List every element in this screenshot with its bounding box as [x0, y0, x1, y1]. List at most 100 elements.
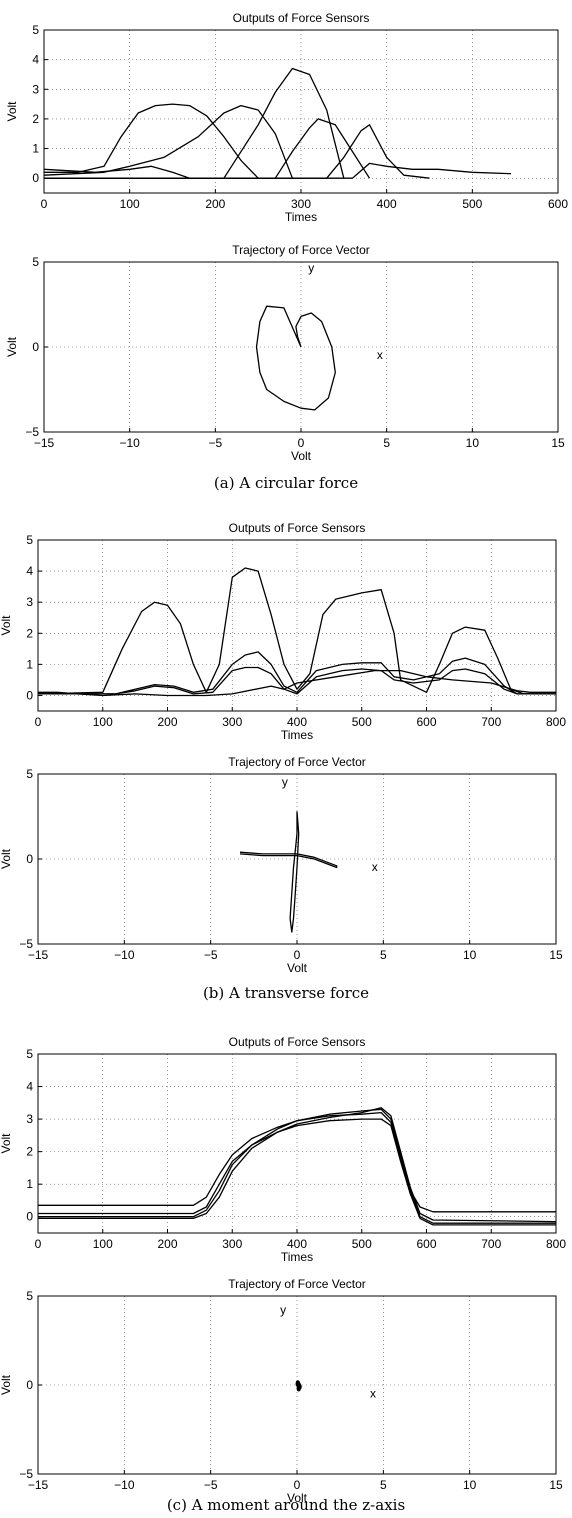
x-tick-label: −15: [34, 436, 55, 450]
series-line-4: [44, 118, 371, 179]
y-tick-label: 5: [32, 255, 39, 269]
y-axis-label: Volt: [0, 848, 13, 869]
x-tick-label: 15: [549, 1478, 563, 1492]
chart-panel-1: 0 100 200 300 400 500 600 0 1 2 3 4 5 Outputs of Forc…: [5, 11, 568, 224]
x-tick-label: 600: [416, 1237, 436, 1251]
chart-panel-5: 0 100 200 300 400 500 600 700 800 0 1 2 3 4 5 Outputs o…: [0, 1035, 566, 1264]
x-tick-label: −15: [28, 1478, 49, 1492]
x-tick-label: 0: [294, 1478, 301, 1492]
y-tick-label: 1: [26, 657, 33, 671]
x-tick-label: 400: [287, 1237, 307, 1251]
x-tick-label: 500: [352, 1237, 372, 1251]
x-tick-label: 300: [222, 715, 242, 729]
x-tick-label: 15: [551, 436, 565, 450]
chart-panel-6: −15 −10 −5 0 5 10 15 −5 0 5 Trajectory of Force Ve…: [0, 1277, 563, 1505]
x-tick-label: 0: [298, 436, 305, 450]
chart-title: Outputs of Force Sensors: [229, 521, 366, 535]
x-tick-label: 700: [481, 715, 501, 729]
x-tick-label: 5: [380, 948, 387, 962]
series-line-3: [43, 67, 345, 179]
y-tick-label: 5: [26, 1289, 33, 1303]
chart-title: Trajectory of Force Vector: [232, 243, 370, 257]
y-axis-label: Volt: [5, 336, 19, 357]
axes-frame: [37, 539, 557, 712]
figure-caption-c: (c) A moment around the z-axis: [167, 1496, 405, 1514]
x-tick-label: 200: [157, 715, 177, 729]
series-line-5: [44, 124, 430, 179]
x-tick-label: 100: [93, 1237, 113, 1251]
y-tick-label: 4: [26, 1080, 33, 1094]
x-tick-label: −5: [204, 948, 218, 962]
chart-panel-3: 0 100 200 300 400 500 600 700 800 0 1 2 3 4 5 Outputs o…: [0, 521, 566, 742]
series-line-4: [38, 1118, 556, 1226]
series-line-2: [289, 811, 300, 933]
y-tick-label: 2: [26, 1145, 33, 1159]
x-tick-label: 5: [383, 436, 390, 450]
x-tick-label: 100: [120, 197, 140, 211]
y-axis-label: Volt: [0, 615, 13, 636]
chart-panel-2: −15 −10 −5 0 5 10 15 −5 0 5 Trajectory of Force Ve…: [5, 243, 565, 463]
y-tick-label: −5: [25, 425, 39, 439]
x-axis-label: Volt: [287, 961, 308, 975]
series-line-2: [43, 104, 294, 179]
y-tick-label: 0: [26, 1210, 33, 1224]
x-tick-label: 200: [157, 1237, 177, 1251]
y-tick-label: 5: [26, 533, 33, 547]
x-tick-label: −15: [28, 948, 49, 962]
x-tick-label: 400: [287, 715, 307, 729]
series-line-1: [255, 305, 336, 411]
x-tick-label: −10: [114, 948, 135, 962]
x-tick-label: 600: [416, 715, 436, 729]
x-tick-label: −10: [114, 1478, 135, 1492]
y-tick-label: 3: [26, 595, 33, 609]
y-tick-label: 4: [32, 53, 39, 67]
annotation-label: y: [280, 1303, 286, 1317]
x-tick-label: 0: [35, 715, 42, 729]
figure-caption-b: (b) A transverse force: [203, 984, 369, 1002]
x-axis-label: Times: [281, 728, 313, 742]
y-tick-label: 5: [26, 767, 33, 781]
y-tick-label: 3: [32, 82, 39, 96]
y-tick-label: 5: [26, 1047, 33, 1061]
y-tick-label: 2: [32, 112, 39, 126]
x-tick-label: 10: [463, 948, 477, 962]
x-tick-label: 300: [291, 197, 311, 211]
x-tick-label: 200: [205, 197, 225, 211]
y-tick-label: 0: [32, 340, 39, 354]
figure-caption-a: (a) A circular force: [214, 474, 358, 492]
x-tick-label: 500: [462, 197, 482, 211]
x-tick-label: 10: [463, 1478, 477, 1492]
annotation-label: y: [282, 775, 288, 789]
y-tick-label: 0: [26, 852, 33, 866]
y-tick-label: 3: [26, 1112, 33, 1126]
x-tick-label: 600: [548, 197, 568, 211]
x-tick-label: −10: [119, 436, 140, 450]
y-axis-label: Volt: [0, 1133, 13, 1154]
chart-title: Outputs of Force Sensors: [233, 11, 370, 25]
series-line-3: [38, 666, 556, 695]
y-tick-label: −5: [19, 1467, 33, 1481]
x-tick-label: 500: [352, 715, 372, 729]
x-tick-label: 700: [481, 1237, 501, 1251]
series-line-4: [38, 669, 556, 697]
x-tick-label: 0: [35, 1237, 42, 1251]
x-tick-label: 100: [93, 715, 113, 729]
x-tick-label: 0: [294, 948, 301, 962]
data-point: [295, 1381, 301, 1388]
series-line-1: [239, 851, 338, 869]
annotation-label: x: [370, 1386, 376, 1400]
x-tick-label: 0: [41, 197, 48, 211]
y-tick-label: 4: [26, 564, 33, 578]
y-tick-label: 1: [26, 1177, 33, 1191]
annotation-label: x: [372, 860, 378, 874]
x-tick-label: −5: [208, 436, 222, 450]
series-line-2: [38, 1107, 557, 1223]
y-axis-label: Volt: [0, 1374, 13, 1395]
x-axis-label: Times: [285, 210, 317, 224]
chart-panel-4: −15 −10 −5 0 5 10 15 −5 0 5 Trajectory of Force Ve…: [0, 755, 563, 975]
x-tick-label: −5: [204, 1478, 218, 1492]
annotation-label: x: [377, 348, 383, 362]
series-line-3: [38, 1108, 556, 1224]
x-tick-label: 10: [466, 436, 480, 450]
